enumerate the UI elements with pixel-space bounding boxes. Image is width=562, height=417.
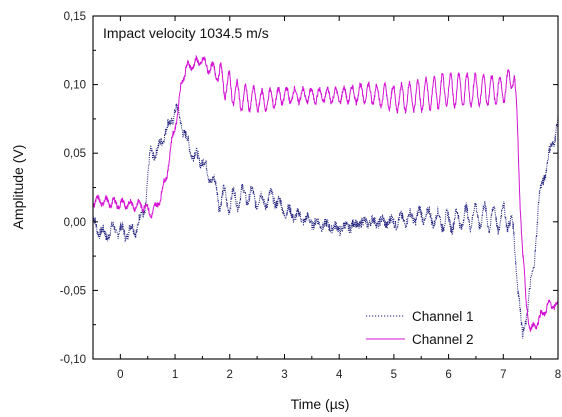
x-tick-label: 0 [117,369,123,381]
x-tick-label: 7 [500,369,506,381]
legend: Channel 1 Channel 2 [366,309,474,347]
series-line-channel-2 [93,54,558,332]
x-tick-label: 1 [172,369,178,381]
x-tick-label: 2 [227,369,233,381]
y-tick-label: 0,15 [64,11,86,23]
x-tick-label: 3 [281,369,287,381]
x-tick-label: 6 [445,369,451,381]
y-tick-label: -0,05 [60,285,86,297]
series-line-channel-1 [93,102,558,339]
legend-label-channel-2: Channel 2 [412,332,474,347]
y-tick-label: 0,05 [64,148,86,160]
x-axis-title: Time (µs) [291,396,350,412]
y-tick-label: 0,10 [64,80,86,92]
y-tick-label: -0,10 [60,354,86,366]
x-axis: 0 1 2 3 4 5 6 7 8 [92,16,561,381]
series-layer [93,54,558,339]
y-axis-title: Amplitude (V) [10,145,26,230]
y-tick-label: 0,00 [64,217,86,229]
annotation-text: Impact velocity 1034.5 m/s [103,25,269,41]
y-axis: -0,10 -0,05 0,00 0,05 0,10 0,15 [60,11,558,366]
legend-label-channel-1: Channel 1 [412,309,474,324]
x-tick-label: 8 [555,369,561,381]
x-tick-label: 4 [336,369,343,381]
x-tick-label: 5 [391,369,397,381]
